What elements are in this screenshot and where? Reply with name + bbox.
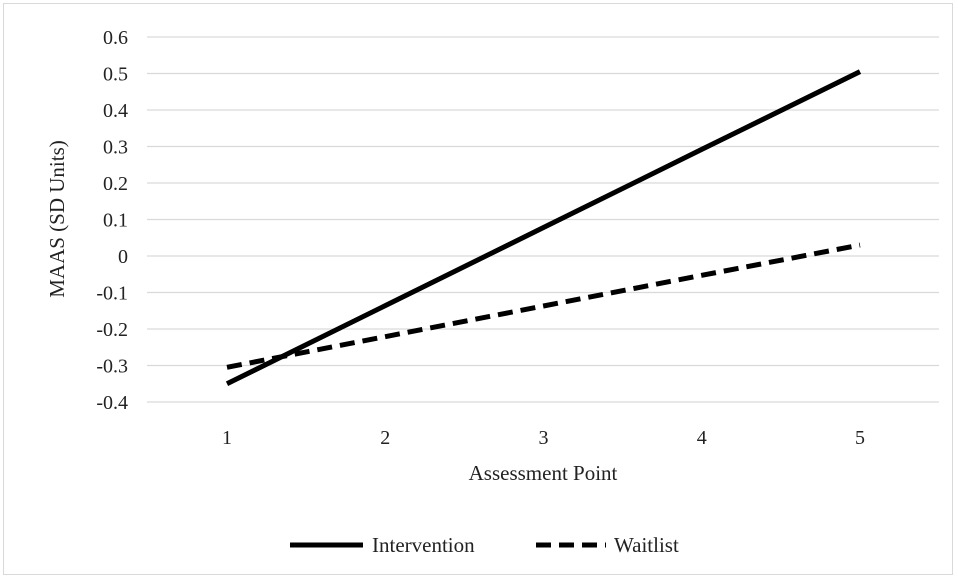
legend: Intervention Waitlist <box>290 533 679 557</box>
y-tick-label: 0 <box>118 246 128 268</box>
series-line-intervention <box>225 69 862 386</box>
legend-item: Intervention <box>290 533 475 557</box>
y-tick-label: -0.4 <box>96 392 128 414</box>
gridlines <box>147 36 939 403</box>
legend-label: Intervention <box>372 533 475 557</box>
y-tick-label: 0.3 <box>103 137 128 159</box>
legend-label: Waitlist <box>614 533 679 557</box>
x-tick-label: 4 <box>697 427 707 449</box>
y-tick-label: -0.1 <box>96 283 128 305</box>
x-tick-labels: 1 2 3 4 5 <box>222 427 865 449</box>
series-line-waitlist <box>226 242 861 370</box>
y-tick-labels: 0.6 0.5 0.4 0.3 0.2 0.1 0 -0.1 -0.2 -0.3 -0.4 <box>96 27 128 414</box>
legend-item: Waitlist <box>536 533 679 557</box>
x-tick-label: 5 <box>855 427 865 449</box>
x-axis-title: Assessment Point <box>469 461 618 485</box>
x-tick-label: 2 <box>380 427 390 449</box>
x-tick-label: 1 <box>222 427 232 449</box>
y-tick-label: 0.1 <box>103 210 128 232</box>
chart-frame <box>3 3 953 575</box>
x-tick-label: 3 <box>539 427 549 449</box>
y-tick-label: 0.6 <box>103 27 128 49</box>
y-tick-label: -0.3 <box>96 356 128 378</box>
series-lines <box>225 69 862 386</box>
y-tick-label: 0.5 <box>103 64 128 86</box>
y-tick-label: 0.2 <box>103 173 128 195</box>
y-axis-title: MAAS (SD Units) <box>45 140 69 298</box>
y-tick-label: -0.2 <box>96 319 128 341</box>
y-tick-label: 0.4 <box>103 100 128 122</box>
